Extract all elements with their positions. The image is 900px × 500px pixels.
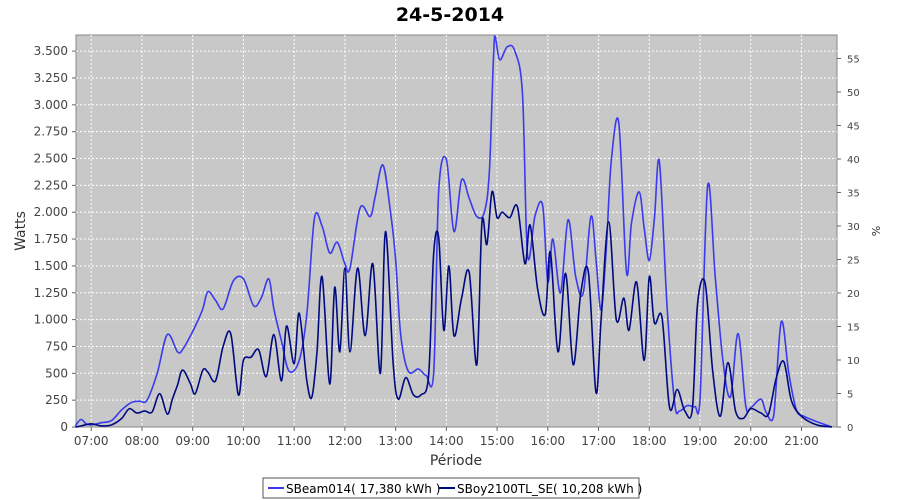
x-tick-label: 12:00 — [328, 434, 363, 448]
y2-tick-label: 50 — [847, 88, 860, 99]
y-axis: 0 250 500 750 1.000 1.250 1.500 1.750 2.000 2.250… — [34, 44, 76, 434]
y2-tick-label: 40 — [847, 155, 860, 166]
y2-tick-label: 0 — [847, 423, 853, 434]
y-tick-label: 3.500 — [34, 44, 68, 58]
x-tick-label: 10:00 — [226, 434, 261, 448]
x-tick-label: 18:00 — [632, 434, 667, 448]
y-tick-label: 1.750 — [34, 232, 68, 246]
y-axis-label: Watts — [13, 211, 29, 251]
y-tick-label: 250 — [45, 393, 68, 407]
y-tick-label: 2.250 — [34, 178, 68, 192]
y2-axis-label: % — [869, 226, 882, 236]
y2-tick-label: 10 — [847, 356, 860, 367]
x-tick-label: 17:00 — [581, 434, 616, 448]
legend-entry-sboy: SBoy2100TL_SE( 10,208 kWh ) — [457, 482, 642, 496]
y-tick-label: 2.000 — [34, 205, 68, 219]
series-line-sboy — [74, 190, 833, 428]
y-tick-label: 1.000 — [34, 313, 68, 327]
y2-tick-label: 5 — [847, 389, 853, 400]
x-tick-label: 09:00 — [175, 434, 210, 448]
y-tick-label: 2.750 — [34, 125, 68, 139]
y-tick-label: 3.250 — [34, 71, 68, 85]
y-tick-label: 3.000 — [34, 98, 68, 112]
y2-tick-label: 25 — [847, 255, 860, 266]
y-tick-label: 2.500 — [34, 152, 68, 166]
x-axis: 07:00 08:00 09:00 10:00 11:00 12:00 13:00 14:00… — [74, 427, 819, 448]
y2-tick-label: 35 — [847, 188, 860, 199]
y2-axis: 0 5 10 15 20 25 30 35 40 45 50 55 — [837, 54, 860, 434]
series-line-sbeam — [74, 35, 833, 428]
y2-tick-label: 20 — [847, 289, 860, 300]
x-axis-label: Période — [430, 453, 482, 469]
x-tick-label: 08:00 — [125, 434, 160, 448]
legend-entry-sbeam: SBeam014( 17,380 kWh ) — [286, 482, 440, 496]
x-tick-label: 15:00 — [480, 434, 515, 448]
x-tick-label: 11:00 — [277, 434, 312, 448]
y-tick-label: 0 — [60, 420, 68, 434]
series-layer — [74, 35, 833, 428]
x-tick-label: 21:00 — [784, 434, 819, 448]
x-tick-label: 07:00 — [74, 434, 109, 448]
y2-tick-label: 30 — [847, 222, 860, 233]
x-tick-label: 13:00 — [378, 434, 413, 448]
y-tick-label: 1.500 — [34, 259, 68, 273]
y-tick-label: 1.250 — [34, 286, 68, 300]
x-tick-label: 20:00 — [733, 434, 768, 448]
x-tick-label: 14:00 — [429, 434, 464, 448]
plot-area — [75, 34, 838, 428]
grid-lines — [76, 35, 837, 427]
y2-tick-label: 45 — [847, 121, 860, 132]
y2-tick-label: 15 — [847, 322, 860, 333]
x-tick-label: 19:00 — [683, 434, 718, 448]
y2-tick-label: 55 — [847, 54, 860, 65]
chart-title: 24-5-2014 — [396, 4, 504, 26]
y-tick-label: 750 — [45, 339, 68, 353]
legend: SBeam014( 17,380 kWh ) SBoy2100TL_SE( 10… — [262, 477, 642, 499]
y-tick-label: 500 — [45, 366, 68, 380]
x-tick-label: 16:00 — [531, 434, 566, 448]
